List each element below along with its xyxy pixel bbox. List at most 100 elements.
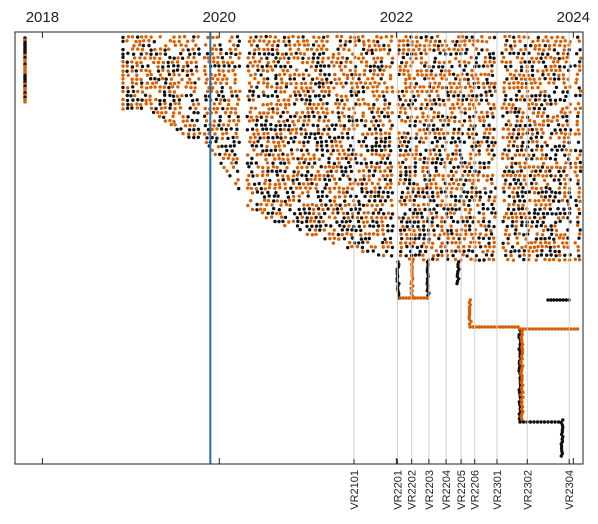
data-point xyxy=(523,44,528,48)
data-point xyxy=(371,219,375,223)
data-point xyxy=(184,85,188,89)
data-point xyxy=(422,44,427,48)
data-point xyxy=(404,89,409,94)
data-point xyxy=(219,81,223,85)
data-point xyxy=(424,98,428,102)
data-point xyxy=(457,237,461,241)
data-point xyxy=(229,90,234,94)
data-point xyxy=(356,90,361,94)
data-point xyxy=(468,207,473,212)
data-point xyxy=(288,73,292,78)
data-point xyxy=(462,77,467,81)
data-point xyxy=(531,249,535,254)
data-point xyxy=(369,245,373,249)
data-point xyxy=(465,47,469,52)
data-point xyxy=(300,86,304,90)
data-point xyxy=(356,219,361,224)
data-point xyxy=(265,69,270,73)
data-point xyxy=(434,152,438,157)
data-point xyxy=(527,118,532,123)
data-point xyxy=(327,64,331,68)
data-point xyxy=(564,60,568,64)
data-point xyxy=(309,173,314,177)
data-point xyxy=(405,220,409,224)
data-point xyxy=(425,89,429,94)
data-point xyxy=(556,420,561,424)
data-point xyxy=(485,81,490,85)
data-point xyxy=(439,186,443,191)
data-point xyxy=(306,190,310,194)
data-point xyxy=(520,81,524,86)
data-point xyxy=(558,298,562,302)
data-point xyxy=(422,156,427,160)
data-point xyxy=(140,98,144,102)
data-point xyxy=(139,106,144,110)
data-point xyxy=(490,64,494,68)
data-point xyxy=(260,191,264,195)
data-point xyxy=(335,93,339,97)
data-point xyxy=(268,178,272,183)
data-point xyxy=(578,89,583,93)
data-point xyxy=(350,72,354,77)
data-point xyxy=(354,228,358,233)
data-point xyxy=(351,148,356,152)
data-point xyxy=(350,228,354,232)
data-point xyxy=(371,211,375,215)
data-point xyxy=(325,149,330,153)
data-point xyxy=(404,86,408,90)
data-point xyxy=(362,174,366,178)
data-point xyxy=(151,81,155,86)
data-point xyxy=(361,220,366,224)
data-point xyxy=(121,47,125,52)
data-point xyxy=(530,94,534,98)
data-point xyxy=(169,122,173,127)
data-point xyxy=(446,207,450,211)
data-point xyxy=(277,153,281,157)
data-point xyxy=(320,77,324,82)
data-point xyxy=(379,207,383,212)
data-point xyxy=(504,64,508,69)
data-point xyxy=(343,152,347,156)
data-point xyxy=(158,85,162,89)
data-point xyxy=(562,81,566,85)
data-point xyxy=(193,81,197,85)
data-point xyxy=(139,52,143,56)
data-point xyxy=(422,128,426,132)
data-point xyxy=(222,165,226,170)
data-point xyxy=(131,52,136,56)
data-point xyxy=(340,98,344,103)
data-point xyxy=(502,215,507,219)
data-point xyxy=(292,123,296,127)
data-point xyxy=(414,106,418,111)
data-point xyxy=(552,77,557,81)
data-point xyxy=(129,94,133,98)
data-point xyxy=(126,73,130,78)
data-point xyxy=(382,212,386,216)
data-point xyxy=(266,211,270,215)
data-point xyxy=(334,181,338,186)
data-point xyxy=(195,98,199,102)
data-point xyxy=(530,86,534,90)
data-point xyxy=(449,228,453,233)
data-point xyxy=(266,77,270,81)
data-point xyxy=(364,182,369,186)
data-point xyxy=(576,223,580,228)
data-point xyxy=(233,65,237,69)
data-point xyxy=(301,56,305,60)
data-point xyxy=(505,165,509,169)
data-point xyxy=(325,77,329,81)
data-point xyxy=(558,253,562,257)
data-point xyxy=(545,102,549,106)
data-point xyxy=(212,60,216,64)
data-point xyxy=(297,43,301,47)
data-point xyxy=(566,228,570,232)
data-point xyxy=(337,135,341,139)
data-point xyxy=(377,82,381,86)
data-point xyxy=(422,173,427,178)
data-point xyxy=(324,139,328,144)
data-point xyxy=(530,127,534,132)
data-point xyxy=(273,182,277,187)
data-point xyxy=(481,207,485,211)
data-point xyxy=(219,127,224,131)
data-point xyxy=(550,119,554,123)
